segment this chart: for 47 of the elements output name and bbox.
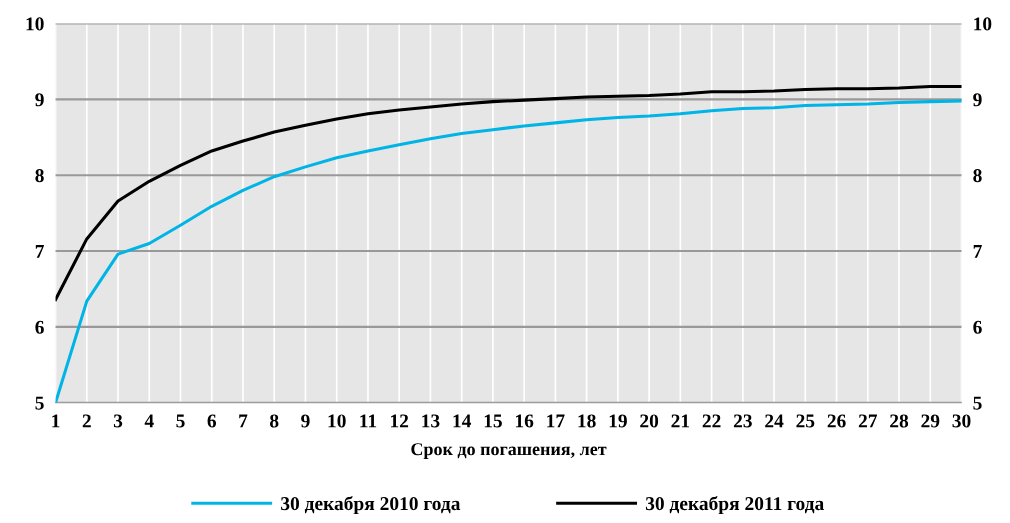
x-tick-label: 13 — [422, 414, 440, 428]
x-tick-label: 18 — [578, 414, 596, 428]
y2-tick-label: 8 — [973, 169, 982, 183]
x-tick-label: 10 — [328, 414, 346, 428]
y-tick-label: 7 — [35, 245, 44, 258]
x-tick-label: 29 — [921, 414, 940, 428]
x-tick-label: 14 — [453, 414, 472, 428]
x-tick-label: 3 — [113, 414, 123, 428]
x-tick-label: 19 — [609, 414, 627, 428]
x-tick-label: 28 — [890, 414, 909, 428]
x-tick-label: 7 — [239, 414, 248, 428]
x-tick-label: 22 — [702, 414, 721, 428]
x-tick-label: 12 — [391, 414, 409, 428]
y-tick-label: 6 — [35, 320, 44, 334]
x-tick-label: 2 — [82, 414, 91, 428]
x-tick-label: 6 — [207, 414, 217, 428]
x-tick-label: 9 — [301, 414, 310, 428]
x-tick-label: 24 — [765, 414, 784, 428]
x-tick-label: 8 — [270, 414, 279, 428]
x-axis-title: Срок до погашения, лет — [411, 443, 607, 459]
x-tick-label: 17 — [547, 414, 565, 428]
y2-tick-label: 5 — [973, 396, 982, 410]
x-tick-label: 20 — [640, 414, 659, 428]
y-tick-label: 10 — [26, 17, 44, 31]
x-tick-label: 1 — [52, 414, 60, 428]
x-tick-label: 4 — [144, 414, 154, 428]
legend-label: 30 декабря 2011 года — [645, 496, 824, 515]
x-tick-label: 27 — [858, 414, 878, 428]
x-tick-label: 30 — [952, 414, 971, 428]
x-tick-label: 23 — [733, 414, 752, 428]
x-tick-label: 11 — [360, 414, 377, 428]
x-tick-label: 21 — [671, 414, 690, 428]
y-tick-label: 8 — [35, 169, 44, 183]
line-series — [55, 99, 962, 403]
legend-label: 30 декабря 2010 года — [281, 496, 461, 515]
x-tick-label: 15 — [484, 414, 502, 428]
y2-tick-label: 7 — [973, 245, 982, 258]
y-tick-label: 5 — [35, 396, 44, 410]
y2-tick-label: 6 — [973, 320, 982, 334]
x-tick-label: 16 — [515, 414, 534, 428]
y2-tick-label: 9 — [973, 93, 982, 107]
line-series — [55, 84, 962, 302]
x-tick-label: 25 — [796, 414, 815, 428]
y2-tick-label: 10 — [974, 17, 992, 31]
x-tick-label: 26 — [827, 414, 846, 428]
x-tick-label: 5 — [176, 414, 185, 428]
y-tick-label: 9 — [35, 93, 44, 107]
